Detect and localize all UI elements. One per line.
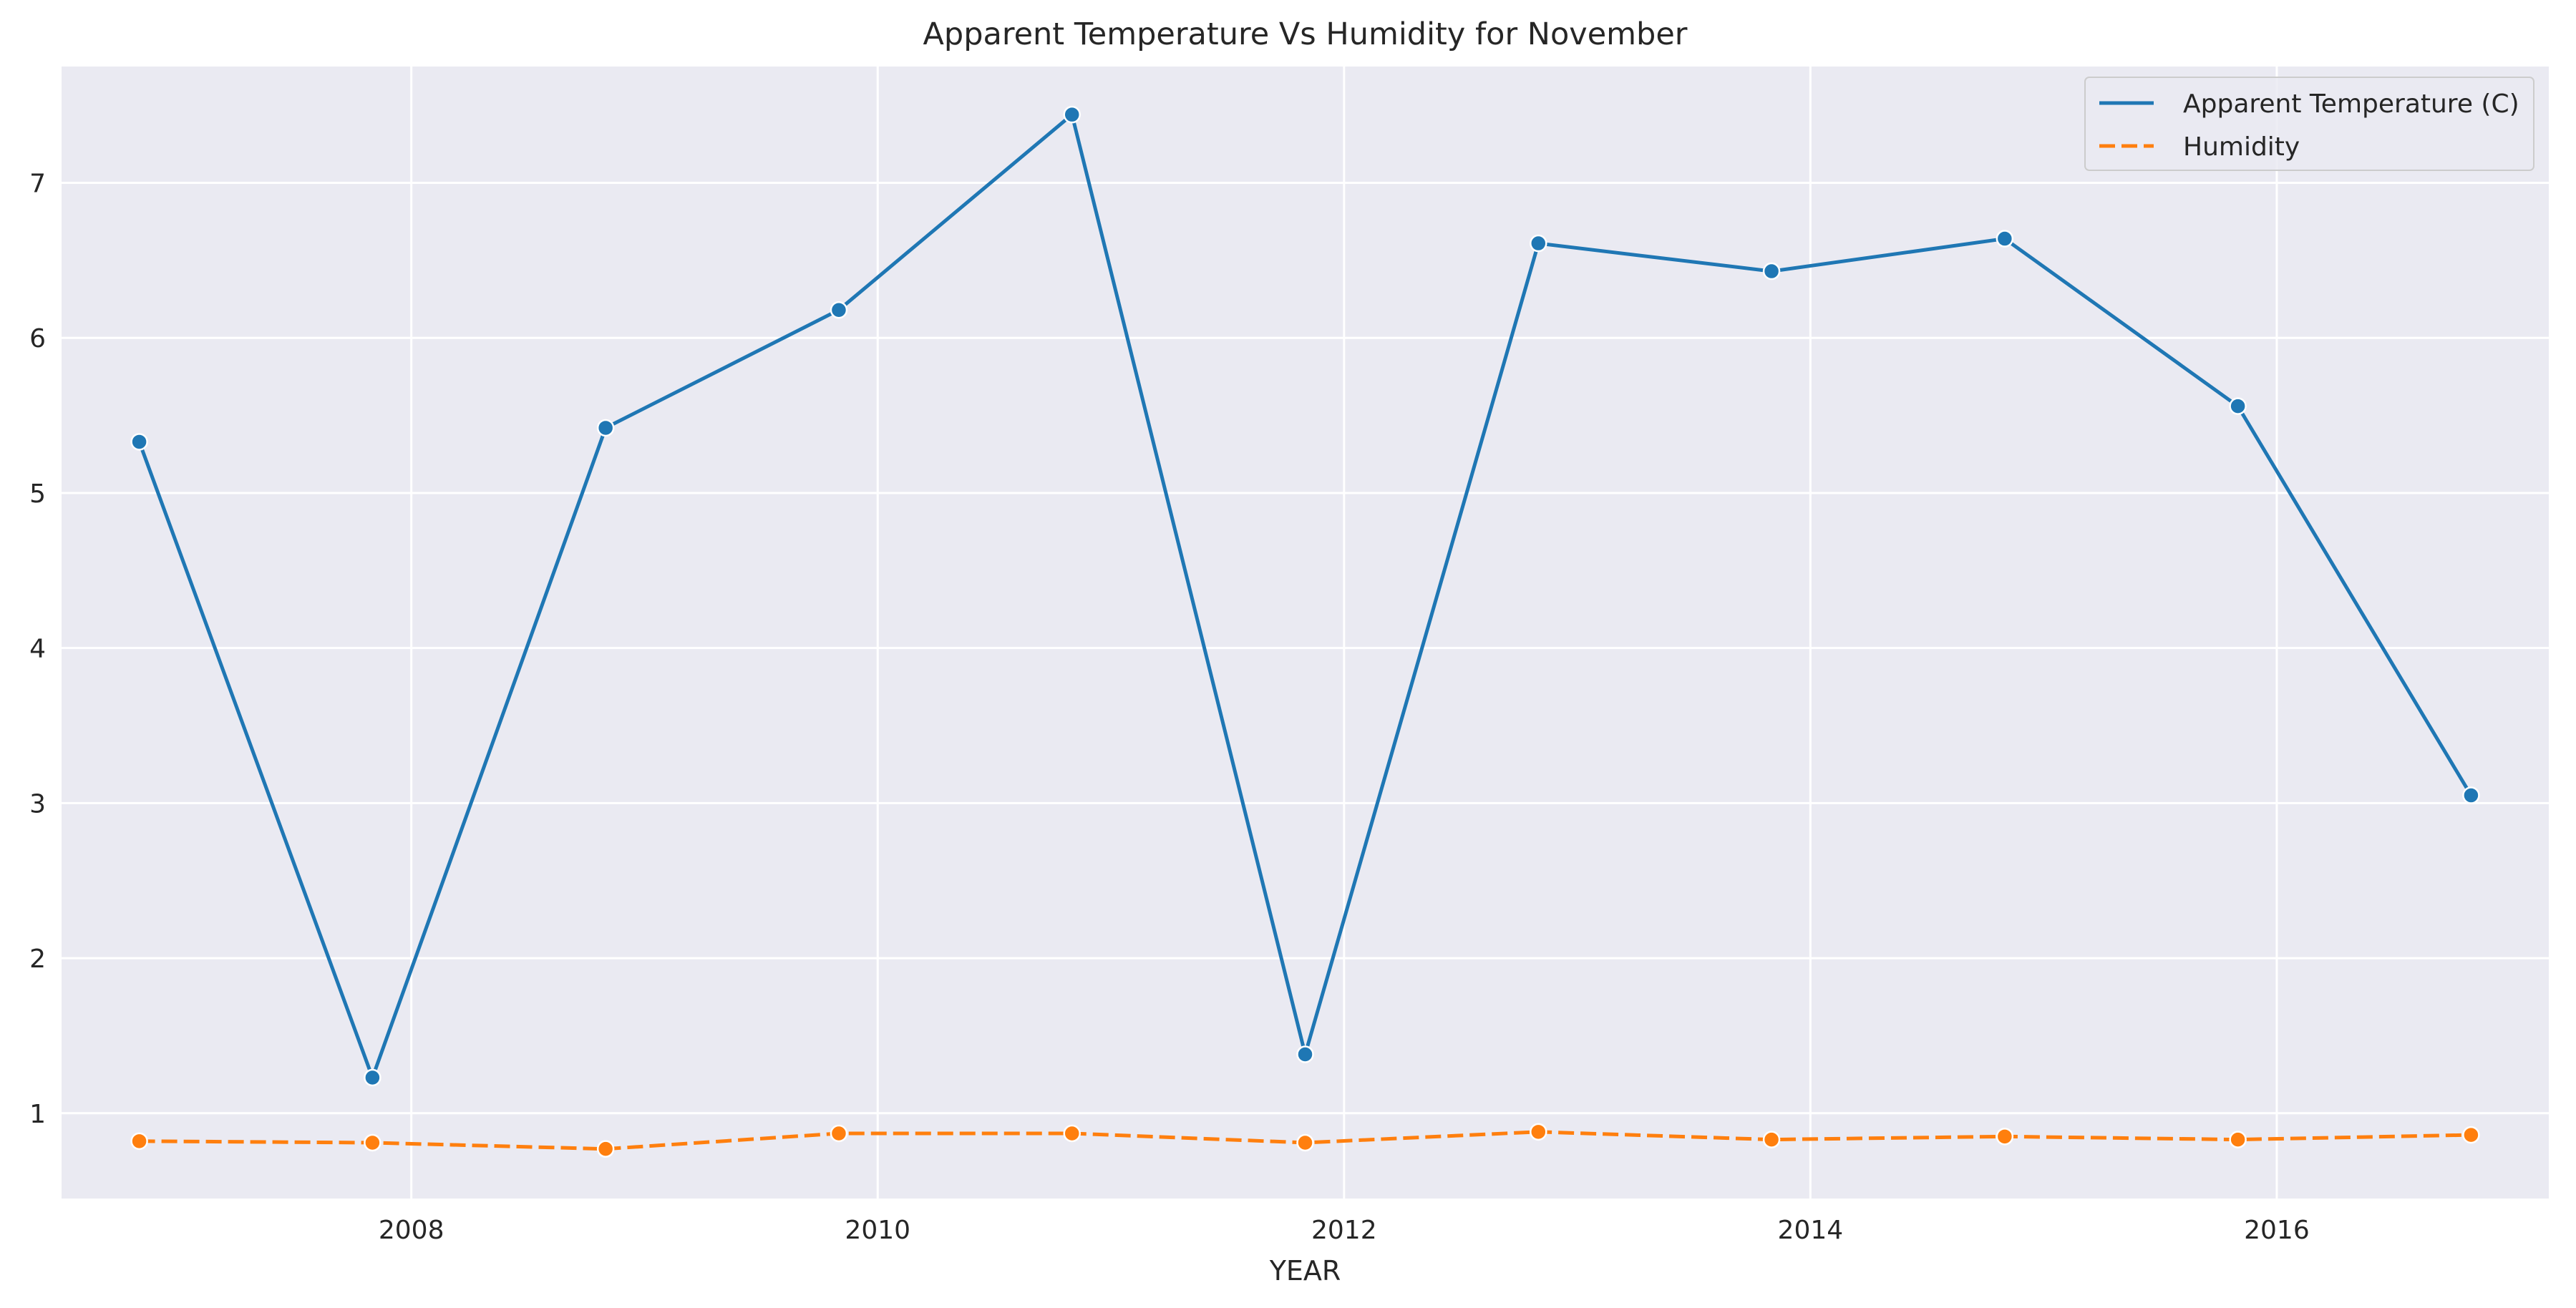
data-point	[130, 1132, 148, 1151]
y-tick-label: 3	[29, 789, 46, 819]
x-tick-label: 2016	[2244, 1216, 2310, 1245]
x-tick-label: 2010	[845, 1216, 910, 1245]
data-point	[1762, 1131, 1781, 1148]
legend-label: Apparent Temperature (C)	[2183, 89, 2519, 119]
y-axis-ticks: 1 2 3 4 5 6 7	[29, 170, 46, 1129]
series-layer	[130, 105, 2480, 1158]
data-point	[364, 1068, 381, 1087]
data-point	[2229, 1131, 2247, 1148]
data-point	[1296, 1133, 1314, 1152]
data-point	[1996, 1128, 2014, 1146]
data-point	[1296, 1045, 1314, 1063]
y-tick-label: 5	[29, 479, 46, 509]
series-2	[130, 1123, 2480, 1158]
legend-box	[2084, 77, 2534, 171]
data-point	[830, 1124, 848, 1143]
plot-area	[62, 67, 2549, 1199]
chart-title: Apparent Temperature Vs Humidity for Nov…	[923, 16, 1688, 52]
x-axis-title: YEAR	[1269, 1255, 1341, 1287]
data-point	[2229, 397, 2247, 415]
legend-label: Humidity	[2183, 132, 2300, 162]
x-tick-label: 2008	[379, 1216, 444, 1245]
y-tick-label: 7	[29, 170, 46, 199]
y-tick-label: 4	[29, 635, 46, 664]
x-tick-label: 2012	[1311, 1216, 1377, 1245]
data-point	[1996, 230, 2014, 248]
x-axis-ticks: 2008 2010 2012 2014 2016	[379, 1216, 2310, 1245]
data-point	[1063, 105, 1081, 124]
grid-lines	[62, 67, 2549, 1199]
x-tick-label: 2014	[1778, 1216, 1844, 1245]
data-point	[596, 419, 615, 437]
data-point	[2462, 1126, 2480, 1144]
data-point	[130, 433, 148, 451]
data-point	[2462, 786, 2480, 804]
legend: Apparent Temperature (C) Humidity	[2084, 77, 2534, 171]
data-point	[1530, 1123, 1547, 1141]
data-point	[1063, 1124, 1081, 1143]
data-point	[1530, 234, 1547, 253]
y-tick-label: 2	[29, 945, 46, 974]
data-point	[364, 1133, 381, 1152]
data-point	[830, 301, 848, 319]
y-tick-label: 1	[29, 1100, 46, 1129]
data-point	[1762, 262, 1781, 280]
data-point	[596, 1140, 615, 1158]
y-tick-label: 6	[29, 324, 46, 353]
series-1	[130, 105, 2480, 1087]
